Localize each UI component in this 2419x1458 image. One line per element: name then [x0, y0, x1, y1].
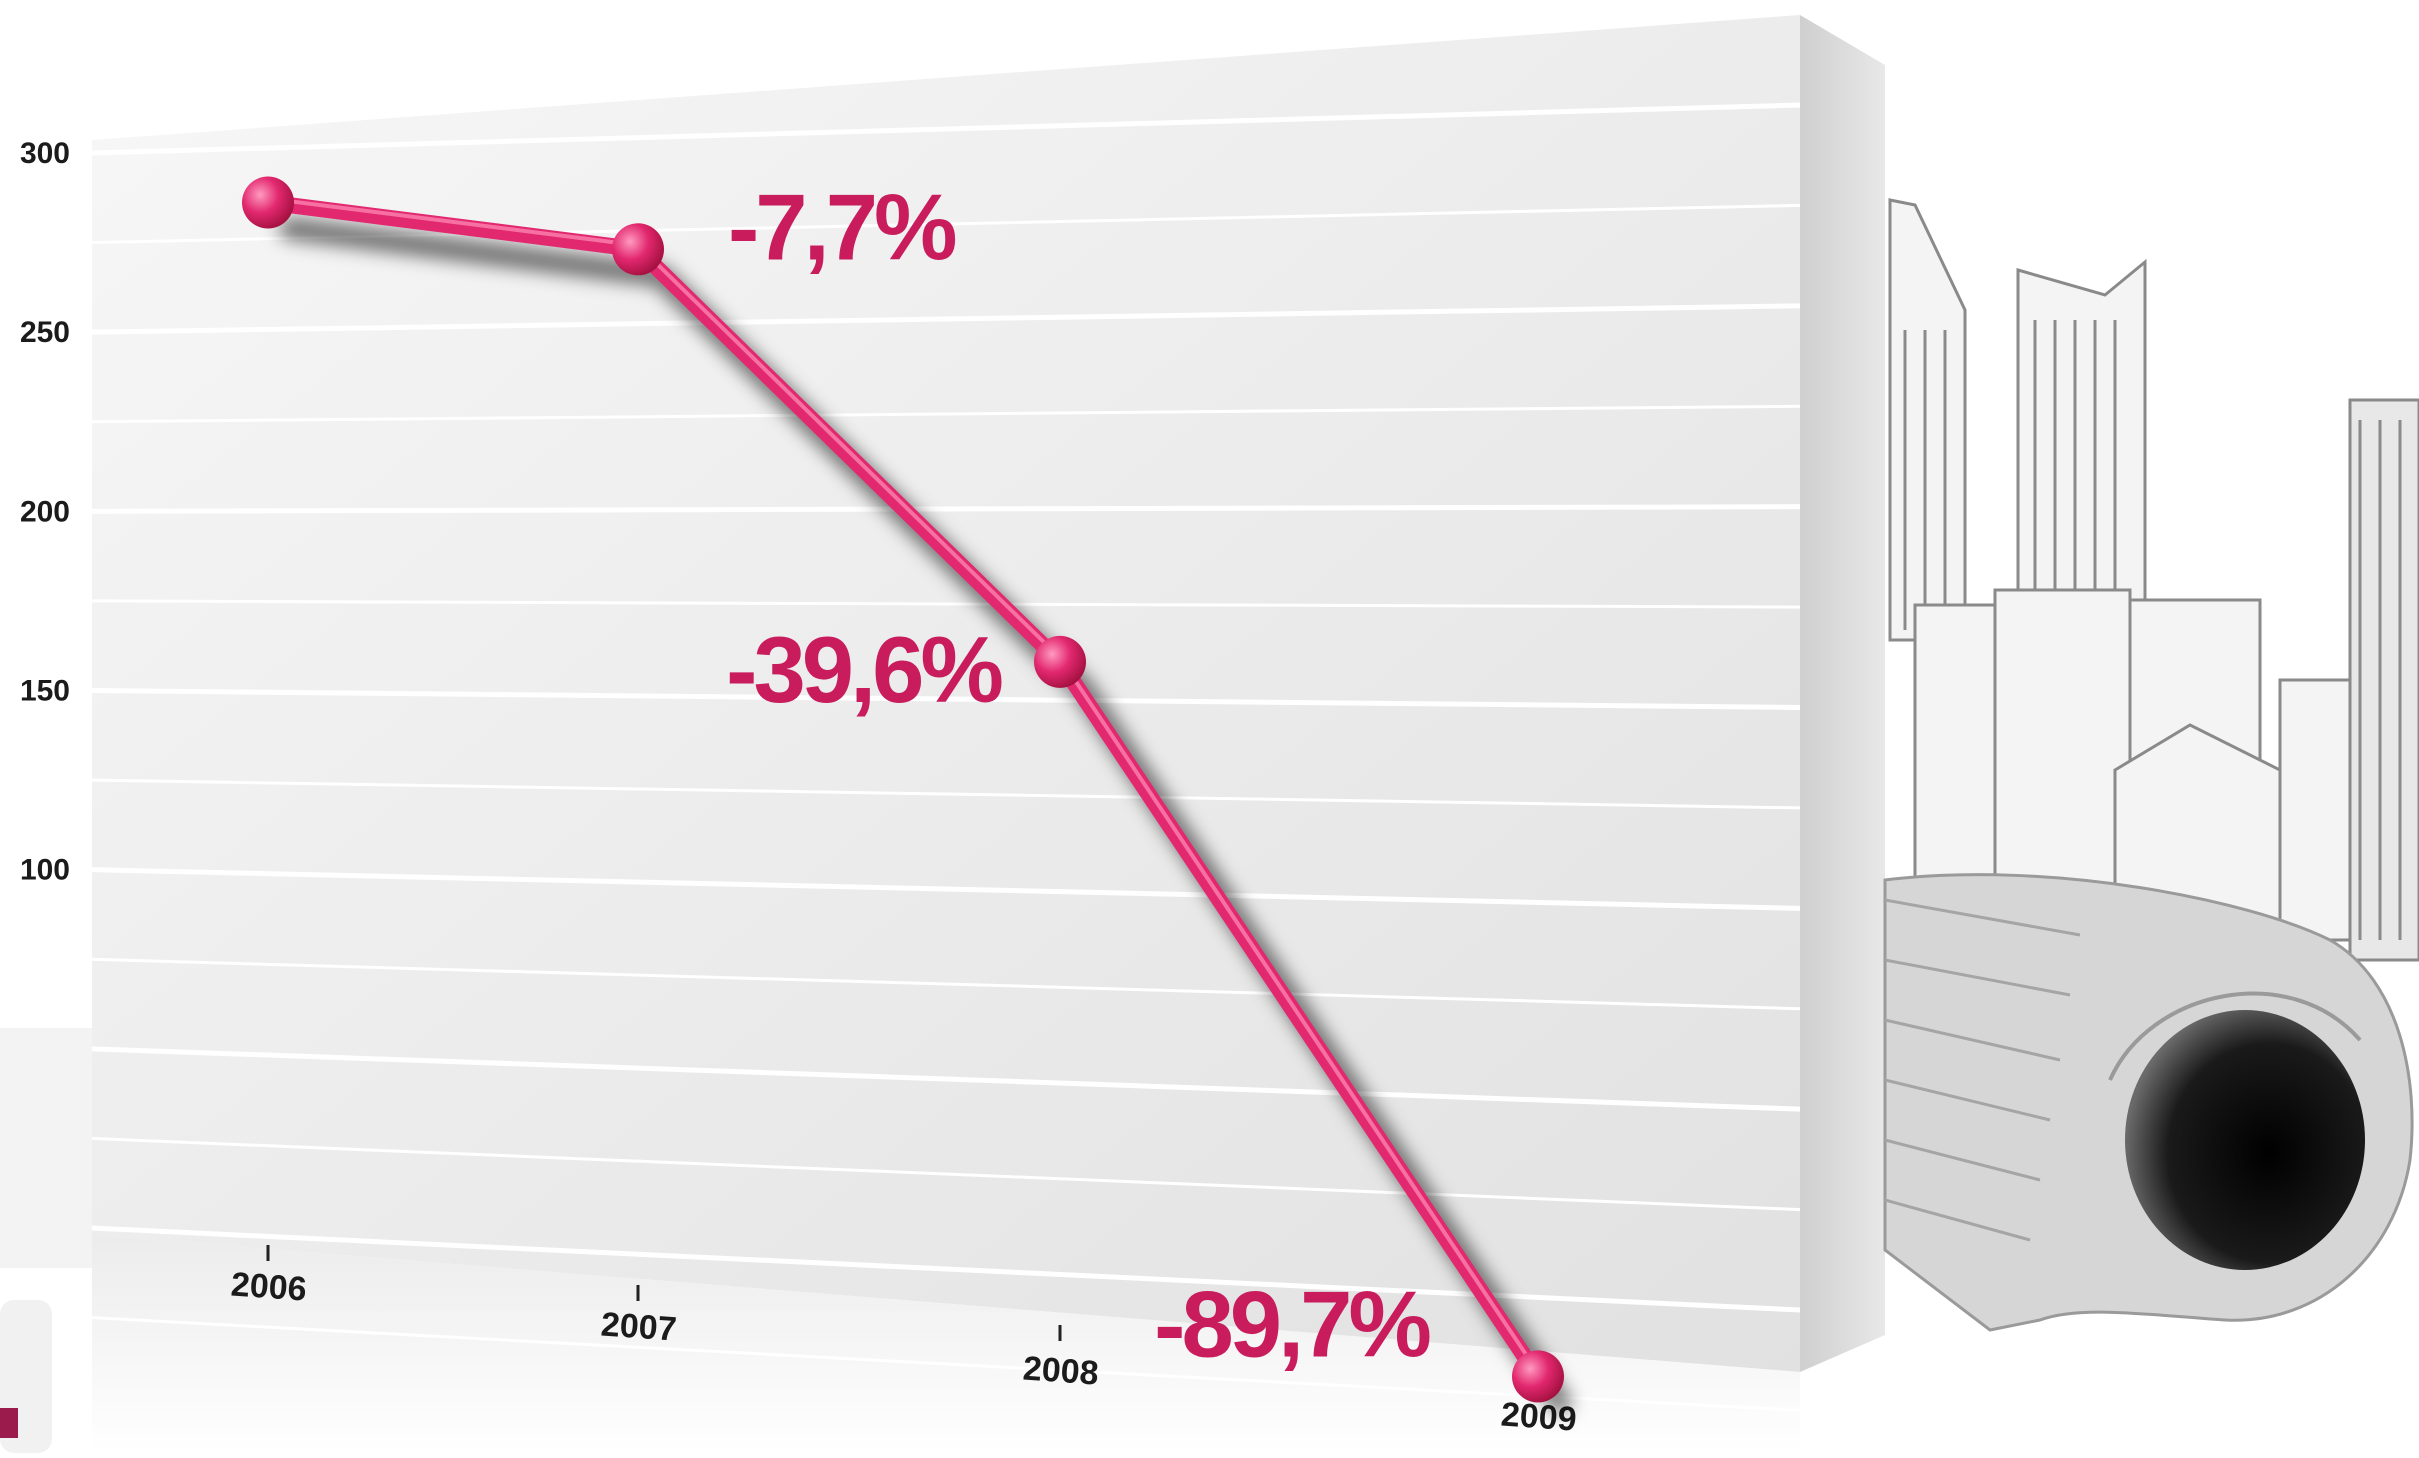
chart-panel: [92, 15, 1885, 1453]
gridline: [91, 1316, 1801, 1412]
data-point: [242, 176, 294, 229]
gridline: [91, 303, 1801, 335]
panel-face: [92, 15, 1800, 1372]
data-point: [1512, 1350, 1564, 1403]
rolled-newspaper-icon: [1883, 873, 2414, 1332]
y-tick-label: 200: [20, 495, 70, 528]
x-tick-label: 2008: [1022, 1349, 1100, 1392]
gridline: [91, 867, 1801, 911]
gridline: [91, 102, 1801, 156]
gridline: [91, 1136, 1801, 1212]
data-point: [1034, 635, 1086, 688]
data-point: [612, 223, 664, 276]
data-labels: -7,7% -39,6% -89,7%: [726, 174, 1434, 1376]
y-tick-label: 150: [20, 675, 70, 708]
series-line: [260, 194, 1546, 1385]
data-label: -89,7%: [1154, 1271, 1430, 1376]
gridline: [91, 599, 1801, 609]
left-edge-fragments: [0, 1028, 92, 1453]
left-panel-fragment: [0, 1028, 92, 1268]
panel-side: [1800, 15, 1885, 1372]
y-tick-label: 300: [20, 137, 70, 170]
x-tick-label: 2007: [600, 1305, 678, 1348]
series-line-group: [242, 176, 1571, 1414]
x-tick-label: 2006: [230, 1265, 308, 1308]
data-label: -7,7%: [728, 174, 956, 279]
gridline: [91, 778, 1801, 810]
gridline: [91, 404, 1801, 424]
panel-bottom-edge: [92, 1235, 1800, 1453]
skyline-and-newspaper-illustration: [1883, 198, 2419, 1332]
left-accent-swatch: [0, 1408, 18, 1438]
gridline: [91, 688, 1801, 710]
gridlines: [91, 3, 1801, 1412]
gridline: [91, 1225, 1801, 1313]
city-skyline-icon: [1888, 198, 2419, 962]
y-tick-label: 100: [20, 854, 70, 887]
gridline: [91, 3, 1801, 65]
gridline: [91, 1046, 1801, 1112]
gridline: [91, 504, 1801, 514]
data-label: -39,6%: [726, 617, 1002, 722]
y-tick-label: 250: [20, 316, 70, 349]
gridline: [91, 957, 1801, 1011]
series-line-highlight: [266, 196, 1540, 1375]
